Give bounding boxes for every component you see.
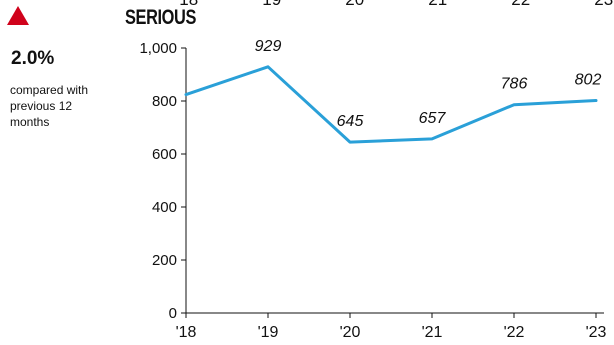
data-label: 645 <box>337 113 364 130</box>
top-partial-label: '21 <box>425 0 447 10</box>
y-tick-label: 0 <box>169 305 177 322</box>
top-partial-label: '20 <box>342 0 364 10</box>
x-tick-label: '21 <box>422 324 443 341</box>
x-tick-label: '20 <box>340 324 361 341</box>
triangle-up-icon <box>7 6 29 25</box>
x-tick-label: '22 <box>504 324 525 341</box>
change-value: 2.0% <box>11 48 55 69</box>
top-partial-label: '23 <box>591 0 613 10</box>
top-partial-label: '22 <box>508 0 530 10</box>
top-partial-labels: '18 '19 '20 '21 '22 '23 <box>0 0 614 10</box>
top-partial-label: '19 <box>259 0 281 10</box>
x-tick-label: '18 <box>176 324 197 341</box>
y-tick-label: 1,000 <box>139 40 177 57</box>
change-caption: compared with previous 12 months <box>10 83 89 129</box>
data-label: 929 <box>255 38 282 55</box>
y-tick-label: 800 <box>152 93 177 110</box>
series-line <box>184 65 598 144</box>
chart-title: SERIOUS <box>125 6 197 29</box>
y-tick-label: 200 <box>152 252 177 269</box>
y-tick-label: 400 <box>152 199 177 216</box>
x-tick-label: '23 <box>586 324 607 341</box>
y-tick-label: 600 <box>152 146 177 163</box>
data-label: 786 <box>501 76 528 93</box>
top-partial-label: '18 <box>176 0 198 10</box>
data-label: 802 <box>575 71 602 88</box>
data-label: 657 <box>419 110 447 127</box>
x-tick-label: '19 <box>258 324 279 341</box>
